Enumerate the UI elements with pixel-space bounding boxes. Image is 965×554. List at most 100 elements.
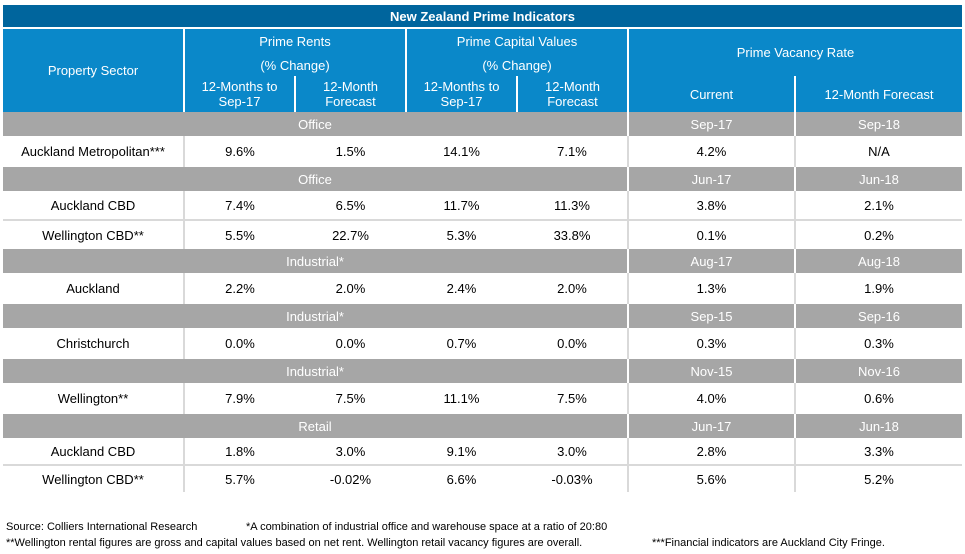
rents-12-months-cell: 7.4% [184,191,295,221]
sector-name-cell: Auckland Metropolitan*** [3,136,185,167]
capital-forecast-cell: 0.0% [517,328,629,359]
rents-forecast-cell: 22.7% [295,220,406,249]
capital-forecast-cell: -0.03% [517,465,629,492]
table-row: Auckland CBD 7.4% 6.5% 11.7% 11.3% 3.8% 2.1% [3,191,962,221]
vacancy-current-cell: 3.8% [628,191,796,221]
section-current-date: Sep-15 [628,304,796,328]
rents-12-months-cell: 0.0% [184,328,295,359]
capital-forecast-cell: 7.5% [517,383,629,414]
section-forecast-date: Sep-18 [795,112,962,136]
header-capital-forecast-line2: Forecast [547,94,598,109]
section-forecast-date: Jun-18 [795,414,962,438]
rents-forecast-cell: 2.0% [295,273,406,304]
footnote-source: Source: Colliers International Research [6,521,198,533]
vacancy-forecast-cell: 0.3% [795,328,962,359]
header-prime-capital-values-change: (% Change) [406,54,629,76]
vacancy-current-cell: 1.3% [628,273,796,304]
table-row: Auckland 2.2% 2.0% 2.4% 2.0% 1.3% 1.9% [3,273,962,304]
section-row: Office Jun-17 Jun-18 [3,167,962,191]
rents-forecast-cell: 7.5% [295,383,406,414]
capital-12-months-cell: 11.1% [406,383,517,414]
capital-12-months-cell: 5.3% [406,220,517,249]
header-capital-12-months-line2: Sep-17 [440,94,483,109]
section-forecast-date: Jun-18 [795,167,962,191]
vacancy-forecast-cell: 0.6% [795,383,962,414]
prime-indicators-table: New Zealand Prime Indicators Property Se… [3,5,962,492]
table-row: Wellington** 7.9% 7.5% 11.1% 7.5% 4.0% 0.6% [3,383,962,414]
header-capital-12-months-line1: 12-Months to [423,79,500,94]
section-current-date: Nov-15 [628,359,796,383]
footnote-wellington: **Wellington rental figures are gross an… [6,537,583,549]
footnote-industrial: *A combination of industrial office and … [246,521,608,533]
header-capital-forecast: 12-Month Forecast [517,76,629,112]
header-rents-forecast: 12-Month Forecast [295,76,407,112]
footnote-financial: ***Financial indicators are Auckland Cit… [652,537,885,549]
header-property-sector: Property Sector [3,28,185,112]
capital-forecast-cell: 3.0% [517,438,629,466]
section-row: Office Sep-17 Sep-18 [3,112,962,136]
section-row: Retail Jun-17 Jun-18 [3,414,962,438]
capital-12-months-cell: 6.6% [406,465,517,492]
table-title: New Zealand Prime Indicators [3,5,962,29]
section-forecast-date: Aug-18 [795,249,962,273]
vacancy-current-cell: 5.6% [628,465,796,492]
sector-name-cell: Auckland CBD [3,191,185,221]
table-row: Auckland CBD 1.8% 3.0% 9.1% 3.0% 2.8% 3.3% [3,438,962,466]
rents-forecast-cell: 1.5% [295,136,406,167]
header-prime-vacancy-rate: Prime Vacancy Rate [628,28,962,76]
capital-12-months-cell: 14.1% [406,136,517,167]
rents-forecast-cell: 6.5% [295,191,406,221]
sector-name-cell: Wellington CBD** [3,465,185,492]
section-label: Office [3,112,629,136]
section-row: Industrial* Sep-15 Sep-16 [3,304,962,328]
vacancy-current-cell: 0.1% [628,220,796,249]
header-vacancy-forecast: 12-Month Forecast [795,76,962,112]
section-forecast-date: Sep-16 [795,304,962,328]
section-forecast-date: Nov-16 [795,359,962,383]
section-row: Industrial* Aug-17 Aug-18 [3,249,962,273]
rents-forecast-cell: 0.0% [295,328,406,359]
header-rents-12-months-line1: 12-Months to [201,79,278,94]
vacancy-current-cell: 4.0% [628,383,796,414]
vacancy-forecast-cell: 0.2% [795,220,962,249]
rents-12-months-cell: 7.9% [184,383,295,414]
rents-12-months-cell: 1.8% [184,438,295,466]
header-capital-forecast-line1: 12-Month [545,79,600,94]
section-label: Industrial* [3,304,629,328]
table-row: Christchurch 0.0% 0.0% 0.7% 0.0% 0.3% 0.3% [3,328,962,359]
vacancy-forecast-cell: 5.2% [795,465,962,492]
rents-forecast-cell: 3.0% [295,438,406,466]
header-prime-capital-values: Prime Capital Values [406,28,629,54]
capital-forecast-cell: 7.1% [517,136,629,167]
capital-forecast-cell: 2.0% [517,273,629,304]
section-current-date: Sep-17 [628,112,796,136]
capital-12-months-cell: 11.7% [406,191,517,221]
rents-12-months-cell: 5.7% [184,465,295,492]
vacancy-current-cell: 0.3% [628,328,796,359]
table-row: Wellington CBD** 5.7% -0.02% 6.6% -0.03% 5.6%… [3,465,962,492]
sector-name-cell: Wellington CBD** [3,220,185,249]
section-current-date: Jun-17 [628,414,796,438]
section-current-date: Aug-17 [628,249,796,273]
vacancy-current-cell: 2.8% [628,438,796,466]
header-vacancy-current: Current [628,76,796,112]
vacancy-forecast-cell: 2.1% [795,191,962,221]
rents-forecast-cell: -0.02% [295,465,406,492]
header-prime-rents-change: (% Change) [184,54,407,76]
capital-12-months-cell: 0.7% [406,328,517,359]
vacancy-current-cell: 4.2% [628,136,796,167]
capital-forecast-cell: 33.8% [517,220,629,249]
header-rents-forecast-line2: Forecast [325,94,376,109]
capital-forecast-cell: 11.3% [517,191,629,221]
header-prime-rents: Prime Rents [184,28,407,54]
section-label: Industrial* [3,359,629,383]
header-rents-forecast-line1: 12-Month [323,79,378,94]
section-label: Office [3,167,629,191]
table-row: Wellington CBD** 5.5% 22.7% 5.3% 33.8% 0.1% 0.… [3,220,962,249]
capital-12-months-cell: 9.1% [406,438,517,466]
vacancy-forecast-cell: 3.3% [795,438,962,466]
table-row: Auckland Metropolitan*** 9.6% 1.5% 14.1% 7.1… [3,136,962,167]
rents-12-months-cell: 5.5% [184,220,295,249]
sector-name-cell: Wellington** [3,383,185,414]
